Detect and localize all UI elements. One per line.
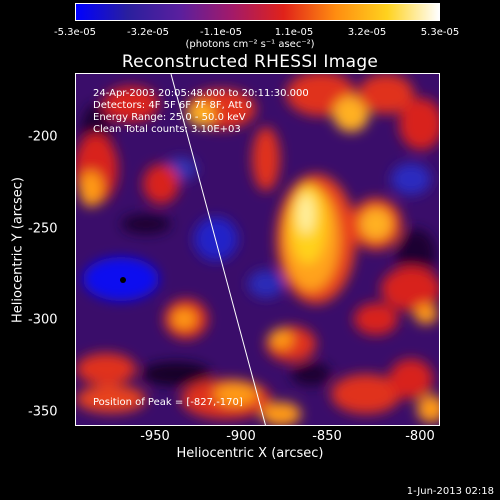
reconstructed-image [76, 74, 439, 425]
x-axis-label: Heliocentric X (arcsec) [176, 446, 324, 461]
colorbar-tick: 1.1e-05 [274, 27, 314, 38]
x-tick-label: -850 [312, 429, 342, 444]
peak-position: Position of Peak = [-827,-170] [93, 397, 243, 408]
colorbar [75, 3, 440, 21]
solar-limb-line [170, 74, 266, 425]
y-tick-label: -250 [28, 221, 58, 237]
image-title: Reconstructed RHESSI Image [121, 52, 379, 72]
image-plot [75, 73, 440, 426]
colorbar-tick: -5.3e-05 [54, 27, 96, 38]
colorbar-tick: 3.2e-05 [347, 27, 387, 38]
x-tick-label: -900 [226, 429, 256, 444]
colorbar-units: (photons cm⁻² s⁻¹ asec⁻²) [185, 39, 315, 50]
y-tick-label: -300 [28, 312, 58, 328]
colorbar-tick: 5.3e-05 [420, 27, 460, 38]
y-tick-label: -200 [28, 129, 58, 145]
x-tick-label: -800 [405, 429, 435, 444]
peak-marker [120, 277, 126, 283]
generation-date: 1-Jun-2013 02:18 [406, 486, 494, 497]
info-time-range: 24-Apr-2003 20:05:48.000 to 20:11:30.000 [93, 88, 309, 99]
info-energy-range: Energy Range: 25.0 - 50.0 keV [93, 112, 246, 123]
info-detectors: Detectors: 4F 5F 6F 7F 8F, Att 0 [93, 100, 253, 111]
colorbar-tick: -1.1e-05 [200, 27, 242, 38]
y-axis-label: Heliocentric Y (arcsec) [10, 177, 26, 323]
y-tick-label: -350 [28, 404, 58, 420]
x-tick-label: -950 [140, 429, 170, 444]
info-clean-counts: Clean Total counts: 3.10E+03 [93, 124, 241, 135]
colorbar-tick: -3.2e-05 [127, 27, 169, 38]
